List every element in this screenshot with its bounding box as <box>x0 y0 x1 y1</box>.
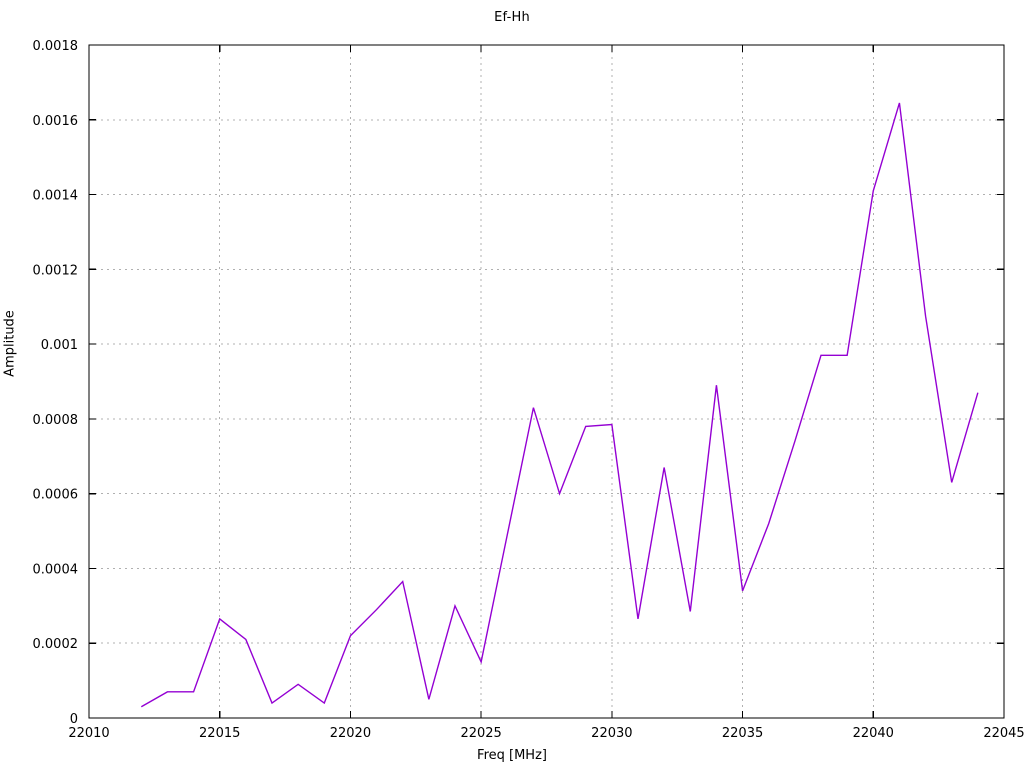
series-line-ef-hh <box>140 102 979 708</box>
x-tick-label: 22045 <box>983 726 1024 741</box>
x-axis-label: Freq [MHz] <box>477 748 547 763</box>
y-tick-label: 0.0016 <box>33 114 79 129</box>
y-tick-label: 0.0008 <box>33 413 79 428</box>
x-tick-label: 22030 <box>591 726 632 741</box>
y-tick-label: 0.0014 <box>33 189 79 204</box>
y-tick-label: 0 <box>70 712 78 727</box>
y-tick-label: 0.0012 <box>33 263 79 278</box>
y-tick-label: 0.001 <box>41 338 78 353</box>
y-tick-label: 0.0004 <box>33 562 79 577</box>
y-tick-label: 0.0002 <box>33 637 79 652</box>
y-tick-label: 0.0006 <box>33 488 79 503</box>
x-tick-label: 22015 <box>199 726 240 741</box>
x-tick-label: 22025 <box>460 726 501 741</box>
x-tick-label: 22020 <box>330 726 371 741</box>
data-series-line <box>140 102 979 708</box>
grid-lines <box>89 45 1004 718</box>
chart-title: Ef-Hh <box>494 10 530 25</box>
y-tick-label: 0.0018 <box>33 39 79 54</box>
x-tick-label: 22010 <box>68 726 109 741</box>
tick-labels: 22010 22015 22020 22025 22030 22035 22040 22045… <box>33 39 1024 741</box>
axis-ticks <box>88 44 1005 719</box>
x-tick-label: 22040 <box>853 726 894 741</box>
x-tick-label: 22035 <box>722 726 763 741</box>
axis-frame <box>88 44 1005 719</box>
